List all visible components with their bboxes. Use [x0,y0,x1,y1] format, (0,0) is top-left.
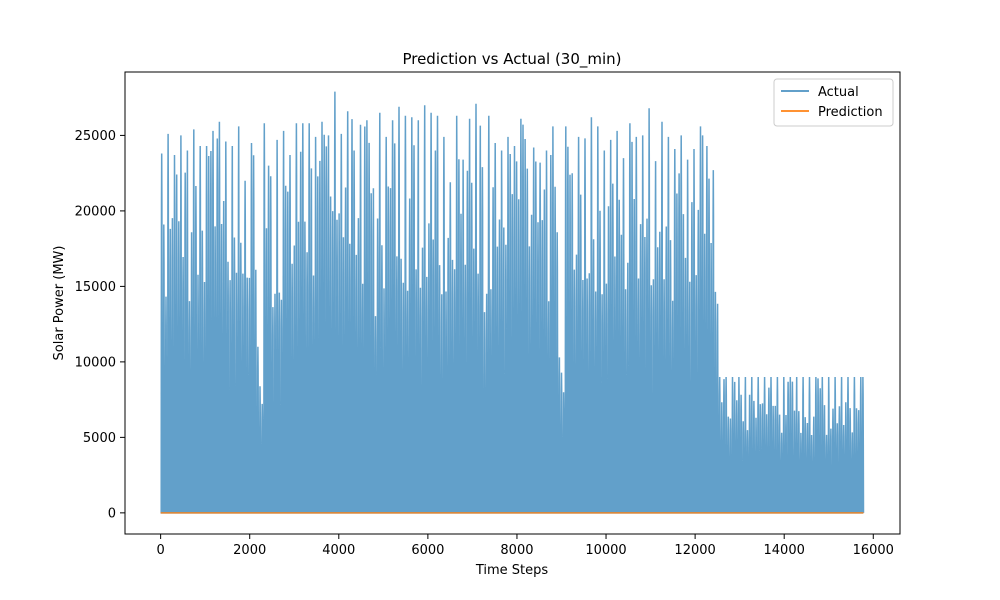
plot-frame [124,71,901,535]
x-tick-label: 4000 [322,543,355,558]
y-axis-label: Solar Power (MW) [52,246,67,361]
plot-area [160,91,865,514]
y-tick-label: 0 [108,506,116,521]
x-tick-label: 12000 [674,543,715,558]
y-tick-label: 15000 [75,280,116,295]
y-tick-label: 25000 [75,129,116,144]
x-tick-label: 6000 [411,543,444,558]
legend-actual-label: Actual [818,85,859,100]
y-axis-ticks: 0 5000 10000 15000 20000 25000 [75,129,125,521]
legend-prediction-label: Prediction [818,105,883,120]
y-tick-label: 10000 [75,355,116,370]
x-tick-label: 16000 [853,543,894,558]
legend: Actual Prediction [773,78,894,127]
x-tick-label: 8000 [500,543,533,558]
x-axis-label: Time Steps [475,563,549,578]
x-tick-label: 10000 [585,543,626,558]
y-tick-label: 20000 [75,204,116,219]
x-axis-ticks: 0 2000 4000 6000 8000 10000 12000 14000 16000 [156,534,894,558]
x-tick-label: 2000 [233,543,266,558]
x-tick-label: 14000 [764,543,805,558]
x-tick-label: 0 [156,543,164,558]
y-tick-label: 5000 [83,431,116,446]
chart-title: Prediction vs Actual (30_min) [402,50,621,69]
